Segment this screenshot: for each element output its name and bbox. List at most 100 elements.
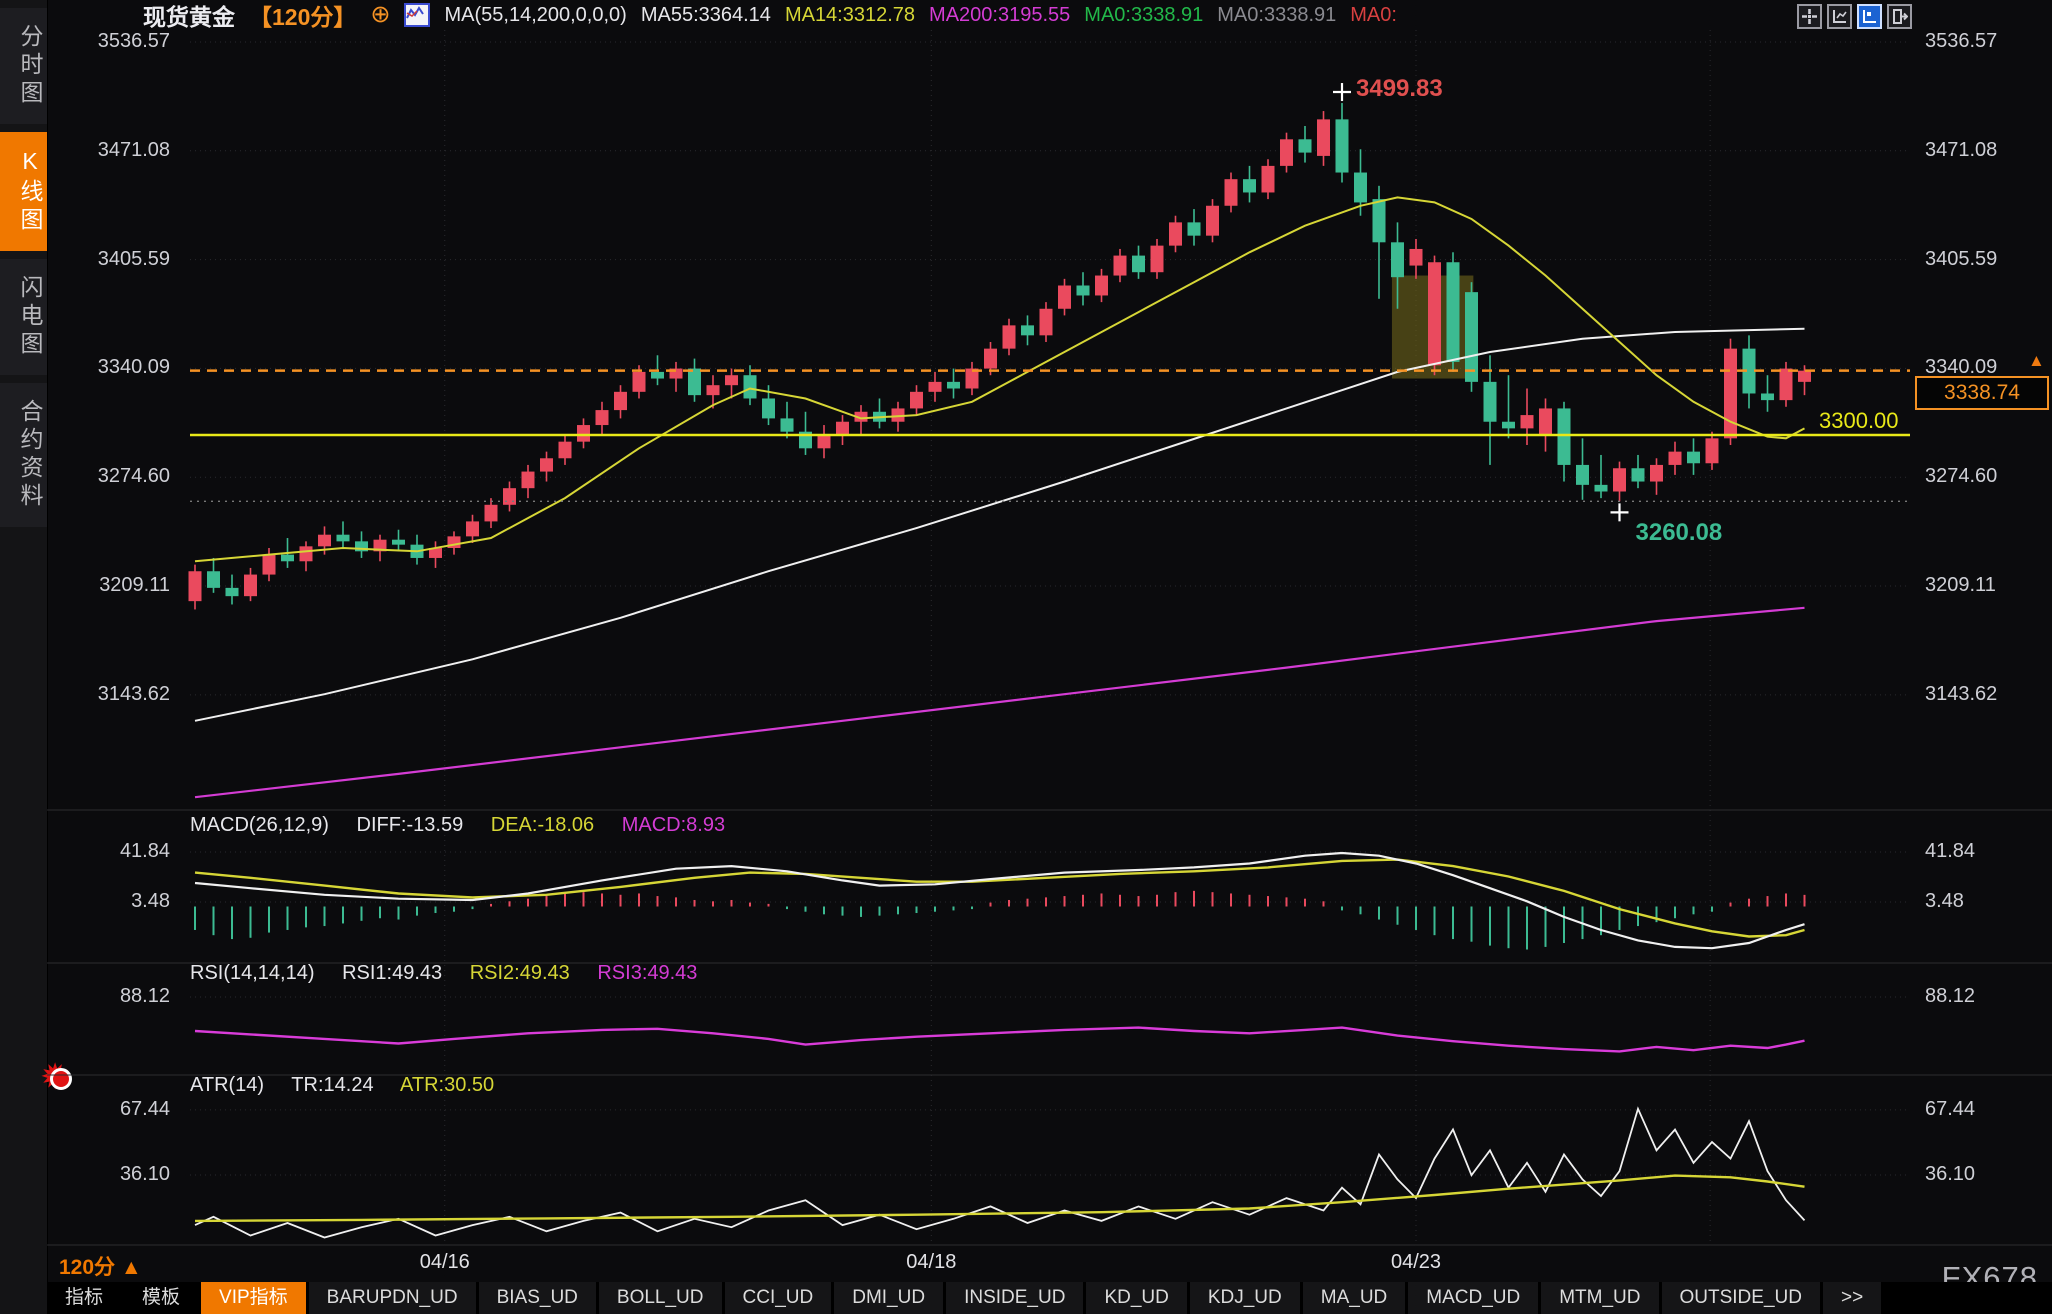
ma14-value: MA14:3312.78 [784,3,916,26]
mini-chart-icon[interactable] [404,3,431,27]
rsi-axis-label-right: 88.12 [1925,985,1976,1007]
diff-line [194,851,1805,950]
ma14-line [194,196,1805,563]
atr-title: ATR(14) [190,1074,265,1096]
sidebar-item-contract-info[interactable]: 合约资料 [0,383,47,527]
ma55-value: MA55:3364.14 [640,3,771,26]
support-line-label: 3300.00 [1819,408,1899,434]
rsi-line [194,1026,1805,1053]
tab-OUTSIDE_UD[interactable]: OUTSIDE_UD [1661,1282,1820,1314]
date-tick-label: 04/18 [906,1251,957,1273]
axes-chart-active-tool-icon[interactable] [1857,4,1882,29]
price-chart-svg[interactable] [47,0,2052,1314]
timeframe-arrow-icon: ▲ [120,1256,142,1279]
price-axis-label-right: 3209.11 [1925,574,1996,597]
tab-MA_UD[interactable]: MA_UD [1302,1282,1406,1314]
high-cross-marker [1333,83,1351,102]
atr-axis-label-left: 67.44 [119,1097,170,1120]
tab-BIAS_UD[interactable]: BIAS_UD [478,1282,596,1314]
chart-area: 3536.57 3536.57 3471.08 3471.08 3405.59 3405.… [47,0,2052,1314]
ma55-line [194,327,1805,722]
date-tick-label: 04/16 [419,1251,470,1273]
axes-chart-tool-icon[interactable] [1827,4,1852,29]
rsi2-value: RSI2:49.43 [469,962,570,984]
macd-dea-value: DEA:-18.06 [490,814,595,836]
sidebar-item-timeshare-chart[interactable]: 分时图 [0,8,47,124]
price-axis-label-left: 3536.57 [97,30,170,52]
atr-axis-label-right: 36.10 [1925,1163,1976,1186]
indicator-tab-bar: 指标 模板 VIP指标 BARUPDN_UD BIAS_UD BOLL_UD CCI_UD D… [47,1282,2052,1314]
timeframe-text: 120分 [59,1256,116,1279]
symbol-title: 现货黄金 [143,4,235,30]
sidebar-item-kline-chart[interactable]: K线图 [0,132,47,251]
price-axis-label-left: 3143.62 [97,682,170,705]
tab-VIP指标[interactable]: VIP指标 [201,1282,306,1314]
tab-MTM_UD[interactable]: MTM_UD [1541,1282,1659,1314]
low-cross-marker [1610,503,1629,522]
atr-axis-label-right: 67.44 [1925,1097,1976,1120]
tab-INSIDE_UD[interactable]: INSIDE_UD [946,1282,1084,1314]
macd-axis-label-right: 41.84 [1925,839,1976,862]
ma0-value-green: MA0:3338.91 [1084,3,1204,26]
tab-KD_UD[interactable]: KD_UD [1086,1282,1187,1314]
ma0-value-gray: MA0:3338.91 [1217,3,1337,26]
price-axis-label-left: 3405.59 [97,247,170,270]
macd-histogram [194,890,1806,950]
tab-BOLL_UD[interactable]: BOLL_UD [598,1282,722,1314]
price-axis-label-left: 3340.09 [97,356,170,379]
macd-axis-label-left: 41.84 [119,839,170,862]
rsi3-value: RSI3:49.43 [597,962,698,984]
hot-marker-icon[interactable]: ✹ [40,1058,78,1096]
rsi-legend: RSI(14,14,14) RSI1:49.43 RSI2:49.43 RSI3… [190,962,719,985]
tab-KDJ_UD[interactable]: KDJ_UD [1189,1282,1300,1314]
tab-BARUPDN_UD[interactable]: BARUPDN_UD [308,1282,476,1314]
atr-legend: ATR(14) TR:14.24 ATR:30.50 [190,1074,516,1097]
atr-line [194,1174,1805,1223]
gridlines [190,30,1910,1245]
price-axis-label-left: 3471.08 [97,138,170,161]
tab-模板[interactable]: 模板 [142,1287,181,1308]
price-axis-label-right: 3274.60 [1925,465,1998,488]
tab->>[interactable]: >> [1822,1282,1882,1314]
sidebar-item-lightning-chart[interactable]: 闪电图 [0,259,47,375]
add-indicator-icon[interactable]: ⊕ [370,1,391,28]
chart-header: 现货黄金 【120分】 ⊕ MA(55,14,200,0,0,0) MA55:3… [47,0,2052,30]
timeframe-footer-label[interactable]: 120分 ▲ [59,1251,142,1281]
timeframe-tag: 【120分】 [249,4,357,30]
price-axis-label-right: 3143.62 [1925,682,1998,705]
price-axis-label-left: 3274.60 [97,465,170,488]
ma-settings-label: MA(55,14,200,0,0,0) [444,3,627,26]
tab-CCI_UD[interactable]: CCI_UD [724,1282,832,1314]
atr-value: ATR:30.50 [400,1074,495,1096]
atr-tr-value: TR:14.24 [291,1074,374,1096]
sidebar: 分时图 K线图 闪电图 合约资料 [0,0,48,1314]
price-up-arrow-icon: ▲ [2028,351,2045,370]
exit-tool-icon[interactable] [1887,4,1912,29]
rsi-title: RSI(14,14,14) [190,962,315,984]
tab-MACD_UD[interactable]: MACD_UD [1408,1282,1539,1314]
crosshair-tool-icon[interactable] [1797,4,1822,29]
tab-指标[interactable]: 指标 [65,1287,104,1308]
macd-title: MACD(26,12,9) [190,814,329,836]
price-axis-label-right: 3340.09 [1925,356,1998,379]
rsi-axis-label-left: 88.12 [119,985,170,1007]
macd-legend: MACD(26,12,9) DIFF:-13.59 DEA:-18.06 MAC… [190,814,747,837]
ma200-line [194,606,1805,799]
price-axis-label-right: 3471.08 [1925,138,1998,161]
chart-toolbar [1797,4,1912,29]
macd-axis-label-right: 3.48 [1925,889,1964,912]
macd-hist-value: MACD:8.93 [621,814,726,836]
current-price-box: 3338.74 [1915,376,2049,410]
candles-layer [188,103,1811,610]
price-axis-label-right: 3536.57 [1925,30,1998,52]
macd-axis-label-left: 3.48 [131,889,170,912]
tab-DMI_UD[interactable]: DMI_UD [834,1282,944,1314]
ma200-value: MA200:3195.55 [929,3,1071,26]
atr-axis-label-left: 36.10 [119,1163,170,1186]
low-price-annotation: 3260.08 [1635,519,1723,547]
rsi1-value: RSI1:49.43 [342,962,443,984]
ma0-value-red: MA0: [1350,3,1397,26]
high-price-annotation: 3499.83 [1356,75,1443,103]
price-axis-label-right: 3405.59 [1925,247,1998,270]
